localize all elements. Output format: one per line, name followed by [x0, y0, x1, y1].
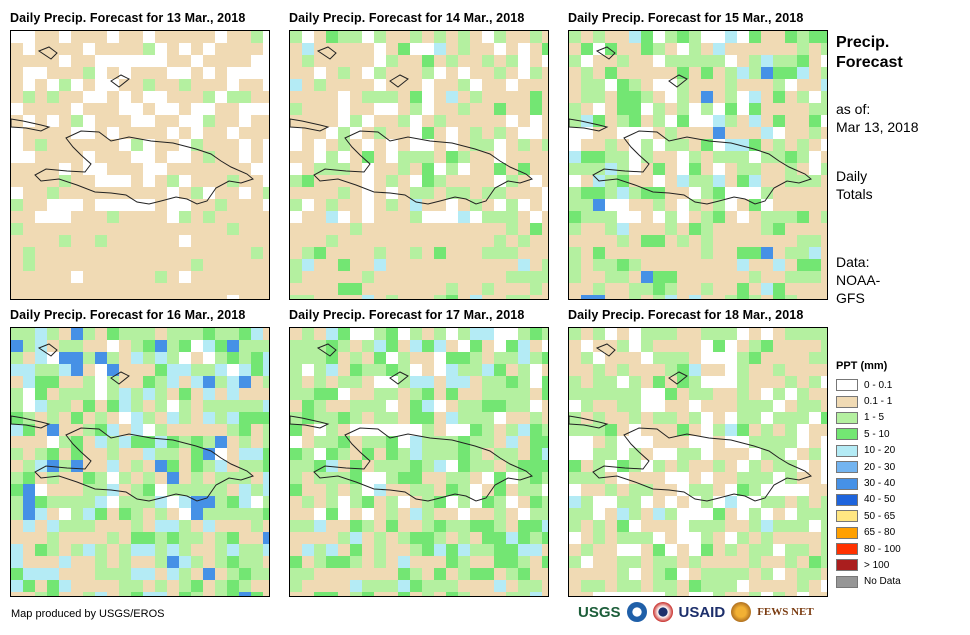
legend-label: 0.1 - 1	[864, 396, 893, 408]
sidebar-title-line2: Forecast	[836, 54, 903, 71]
legend-row: No Data	[836, 574, 901, 590]
legend-label: No Data	[864, 576, 901, 588]
sidebar-title: Precip. Forecast	[836, 33, 903, 73]
panel-title-3: Daily Precip. Forecast for 15 Mar., 2018	[568, 11, 804, 25]
totals-line2: Totals	[836, 186, 873, 202]
data-line2: NOAA-	[836, 272, 881, 288]
legend-swatch	[836, 379, 858, 392]
usaid-logo: USAID	[678, 603, 726, 621]
legend-row: 50 - 65	[836, 508, 901, 524]
legend-swatch	[836, 559, 858, 572]
legend-label: 20 - 30	[864, 461, 896, 473]
forecast-map-2	[289, 30, 549, 300]
legend-label: 10 - 20	[864, 445, 896, 457]
legend-swatch	[836, 526, 858, 539]
legend-swatch	[836, 493, 858, 506]
forecast-map-5	[289, 327, 549, 597]
legend-label: 30 - 40	[864, 478, 896, 490]
totals-line1: Daily	[836, 168, 868, 184]
panel-title-1: Daily Precip. Forecast for 13 Mar., 2018	[10, 11, 246, 25]
legend-swatch	[836, 575, 858, 588]
legend-swatch	[836, 444, 858, 457]
legend-row: 30 - 40	[836, 475, 901, 491]
legend: 0 - 0.1 0.1 - 1 1 - 5 5 - 10 10 - 20 20 - 30 3…	[836, 377, 901, 590]
panel-title-2: Daily Precip. Forecast for 14 Mar., 2018	[289, 11, 525, 25]
forecast-map-6	[568, 327, 828, 597]
legend-row: 65 - 80	[836, 525, 901, 541]
legend-label: 65 - 80	[864, 527, 896, 539]
usaid-seal-logo	[652, 602, 673, 622]
legend-row: 20 - 30	[836, 459, 901, 475]
legend-row: 0 - 0.1	[836, 377, 901, 393]
legend-title: PPT (mm)	[836, 360, 888, 372]
asof-date: Mar 13, 2018	[836, 119, 919, 135]
panel-title-5: Daily Precip. Forecast for 17 Mar., 2018	[289, 308, 525, 322]
panel-title-6: Daily Precip. Forecast for 18 Mar., 2018	[568, 308, 804, 322]
logo-strip: USGS USAID FEWS NET	[578, 602, 814, 622]
asof-label: as of:	[836, 101, 871, 117]
legend-row: 5 - 10	[836, 426, 901, 442]
legend-label: 50 - 65	[864, 510, 896, 522]
legend-swatch	[836, 461, 858, 474]
legend-swatch	[836, 477, 858, 490]
totals-block: Daily Totals	[836, 167, 873, 203]
forecast-map-3	[568, 30, 828, 300]
data-source-block: Data: NOAA- GFS	[836, 253, 880, 307]
legend-swatch	[836, 543, 858, 556]
fews-net-globe-logo	[731, 602, 752, 622]
legend-row: 0.1 - 1	[836, 393, 901, 409]
fews-net-logo: FEWS NET	[757, 606, 814, 618]
forecast-map-4	[10, 327, 270, 597]
usgs-logo: USGS	[578, 603, 621, 621]
forecast-map-1	[10, 30, 270, 300]
legend-label: 40 - 50	[864, 494, 896, 506]
legend-row: 10 - 20	[836, 443, 901, 459]
panel-title-4: Daily Precip. Forecast for 16 Mar., 2018	[10, 308, 246, 322]
legend-label: 80 - 100	[864, 543, 901, 555]
sidebar-title-line1: Precip.	[836, 34, 890, 51]
data-line1: Data:	[836, 254, 870, 270]
map-credit: Map produced by USGS/EROS	[11, 608, 165, 620]
legend-row: 40 - 50	[836, 492, 901, 508]
legend-label: 5 - 10	[864, 428, 890, 440]
legend-swatch	[836, 395, 858, 408]
legend-row: > 100	[836, 557, 901, 573]
data-line3: GFS	[836, 290, 865, 306]
legend-swatch	[836, 411, 858, 424]
legend-row: 80 - 100	[836, 541, 901, 557]
legend-label: 0 - 0.1	[864, 379, 893, 391]
noaa-logo	[626, 602, 647, 622]
legend-swatch	[836, 510, 858, 523]
legend-label: 1 - 5	[864, 412, 885, 424]
legend-label: > 100	[864, 559, 890, 571]
asof-block: as of: Mar 13, 2018	[836, 100, 919, 136]
legend-row: 1 - 5	[836, 410, 901, 426]
legend-swatch	[836, 428, 858, 441]
